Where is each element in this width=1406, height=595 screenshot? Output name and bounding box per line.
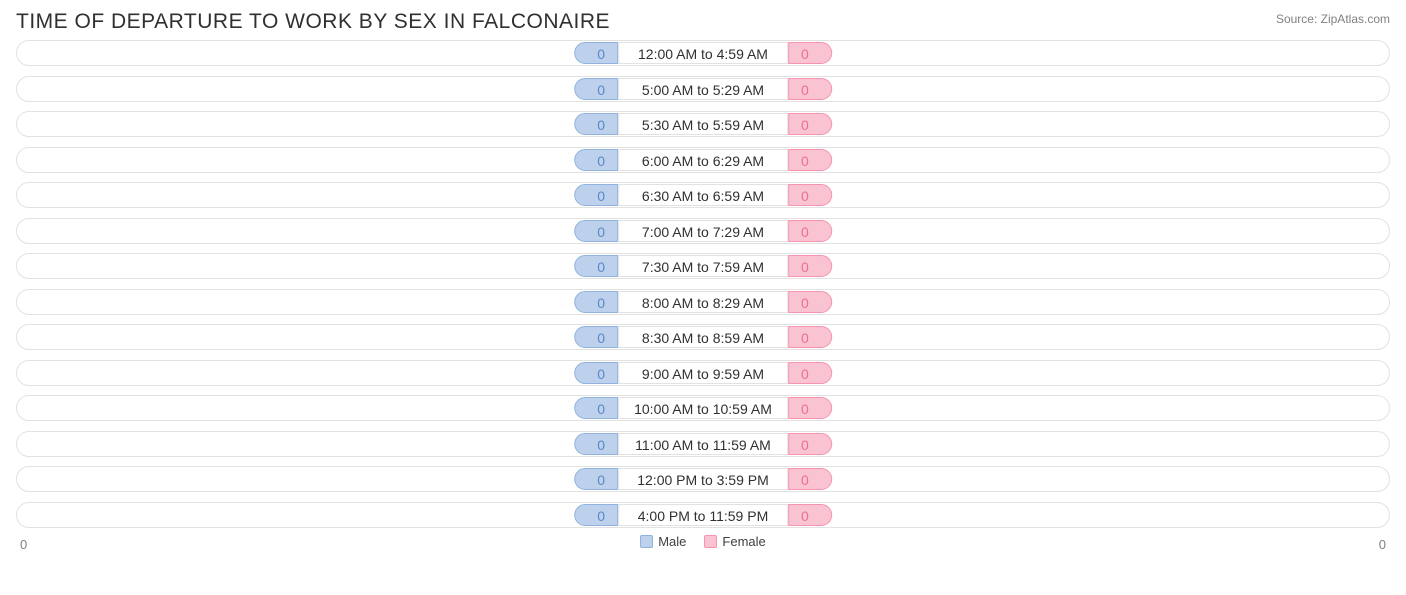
row-center-stack: 012:00 AM to 4:59 AM0 <box>574 42 832 64</box>
legend-item-female: Female <box>704 534 765 549</box>
source-name: ZipAtlas.com <box>1321 12 1390 26</box>
chart-row: 012:00 AM to 4:59 AM0 <box>16 40 1390 66</box>
female-value-pill: 0 <box>788 184 832 206</box>
chart-row: 011:00 AM to 11:59 AM0 <box>16 431 1390 457</box>
male-value-pill: 0 <box>574 468 618 490</box>
row-center-stack: 012:00 PM to 3:59 PM0 <box>574 468 832 490</box>
female-value-pill: 0 <box>788 78 832 100</box>
male-value-pill: 0 <box>574 326 618 348</box>
row-center-stack: 07:30 AM to 7:59 AM0 <box>574 255 832 277</box>
row-center-stack: 05:30 AM to 5:59 AM0 <box>574 113 832 135</box>
chart-title: TIME OF DEPARTURE TO WORK BY SEX IN FALC… <box>16 10 610 34</box>
row-center-stack: 07:00 AM to 7:29 AM0 <box>574 220 832 242</box>
male-value-pill: 0 <box>574 78 618 100</box>
row-center-stack: 08:00 AM to 8:29 AM0 <box>574 291 832 313</box>
source-attribution: Source: ZipAtlas.com <box>1276 10 1390 26</box>
legend-label-female: Female <box>722 534 765 549</box>
category-label: 8:00 AM to 8:29 AM <box>618 291 788 313</box>
category-label: 4:00 PM to 11:59 PM <box>618 504 788 526</box>
legend-label-male: Male <box>658 534 686 549</box>
male-value-pill: 0 <box>574 220 618 242</box>
chart-row: 05:30 AM to 5:59 AM0 <box>16 111 1390 137</box>
row-center-stack: 06:30 AM to 6:59 AM0 <box>574 184 832 206</box>
row-center-stack: 06:00 AM to 6:29 AM0 <box>574 149 832 171</box>
chart-row: 08:00 AM to 8:29 AM0 <box>16 289 1390 315</box>
chart-row: 012:00 PM to 3:59 PM0 <box>16 466 1390 492</box>
male-value-pill: 0 <box>574 113 618 135</box>
female-value-pill: 0 <box>788 468 832 490</box>
female-value-pill: 0 <box>788 504 832 526</box>
chart-row: 04:00 PM to 11:59 PM0 <box>16 502 1390 528</box>
legend-item-male: Male <box>640 534 686 549</box>
chart-row: 010:00 AM to 10:59 AM0 <box>16 395 1390 421</box>
chart-row: 06:00 AM to 6:29 AM0 <box>16 147 1390 173</box>
male-value-pill: 0 <box>574 255 618 277</box>
category-label: 12:00 AM to 4:59 AM <box>618 42 788 64</box>
female-value-pill: 0 <box>788 397 832 419</box>
row-center-stack: 010:00 AM to 10:59 AM0 <box>574 397 832 419</box>
female-value-pill: 0 <box>788 220 832 242</box>
male-value-pill: 0 <box>574 184 618 206</box>
female-value-pill: 0 <box>788 113 832 135</box>
legend: Male Female <box>10 534 1396 549</box>
category-label: 9:00 AM to 9:59 AM <box>618 362 788 384</box>
axis-tick-left: 0 <box>20 537 27 552</box>
category-label: 7:30 AM to 7:59 AM <box>618 255 788 277</box>
chart-row: 05:00 AM to 5:29 AM0 <box>16 76 1390 102</box>
category-label: 7:00 AM to 7:29 AM <box>618 220 788 242</box>
male-value-pill: 0 <box>574 504 618 526</box>
category-label: 8:30 AM to 8:59 AM <box>618 326 788 348</box>
legend-swatch-male <box>640 535 653 548</box>
female-value-pill: 0 <box>788 255 832 277</box>
category-label: 12:00 PM to 3:59 PM <box>618 468 788 490</box>
female-value-pill: 0 <box>788 326 832 348</box>
chart-rows: 012:00 AM to 4:59 AM005:00 AM to 5:29 AM… <box>10 40 1396 528</box>
male-value-pill: 0 <box>574 42 618 64</box>
category-label: 10:00 AM to 10:59 AM <box>618 397 788 419</box>
row-center-stack: 011:00 AM to 11:59 AM0 <box>574 433 832 455</box>
chart-row: 07:00 AM to 7:29 AM0 <box>16 218 1390 244</box>
chart-row: 08:30 AM to 8:59 AM0 <box>16 324 1390 350</box>
header: TIME OF DEPARTURE TO WORK BY SEX IN FALC… <box>10 10 1396 40</box>
female-value-pill: 0 <box>788 362 832 384</box>
category-label: 6:00 AM to 6:29 AM <box>618 149 788 171</box>
chart-row: 09:00 AM to 9:59 AM0 <box>16 360 1390 386</box>
legend-swatch-female <box>704 535 717 548</box>
category-label: 11:00 AM to 11:59 AM <box>618 433 788 455</box>
category-label: 5:00 AM to 5:29 AM <box>618 78 788 100</box>
row-center-stack: 08:30 AM to 8:59 AM0 <box>574 326 832 348</box>
category-label: 6:30 AM to 6:59 AM <box>618 184 788 206</box>
chart-row: 07:30 AM to 7:59 AM0 <box>16 253 1390 279</box>
female-value-pill: 0 <box>788 433 832 455</box>
row-center-stack: 04:00 PM to 11:59 PM0 <box>574 504 832 526</box>
row-center-stack: 09:00 AM to 9:59 AM0 <box>574 362 832 384</box>
female-value-pill: 0 <box>788 42 832 64</box>
male-value-pill: 0 <box>574 149 618 171</box>
row-center-stack: 05:00 AM to 5:29 AM0 <box>574 78 832 100</box>
axis-tick-right: 0 <box>1379 537 1386 552</box>
male-value-pill: 0 <box>574 433 618 455</box>
male-value-pill: 0 <box>574 397 618 419</box>
male-value-pill: 0 <box>574 291 618 313</box>
male-value-pill: 0 <box>574 362 618 384</box>
chart-container: TIME OF DEPARTURE TO WORK BY SEX IN FALC… <box>0 0 1406 595</box>
female-value-pill: 0 <box>788 291 832 313</box>
category-label: 5:30 AM to 5:59 AM <box>618 113 788 135</box>
female-value-pill: 0 <box>788 149 832 171</box>
chart-row: 06:30 AM to 6:59 AM0 <box>16 182 1390 208</box>
source-label: Source: <box>1276 12 1317 26</box>
